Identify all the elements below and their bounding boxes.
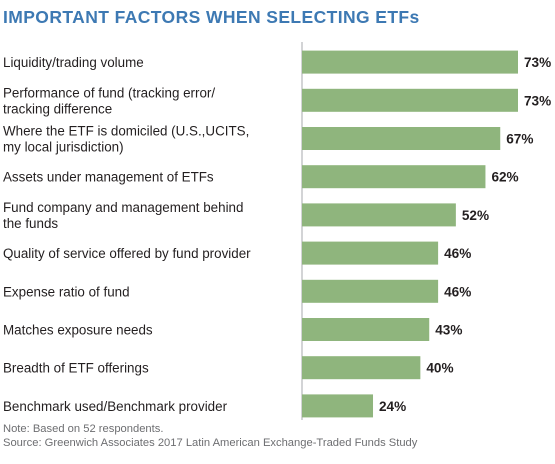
category-label: Assets under management of ETFs <box>3 170 214 185</box>
bar <box>302 394 374 418</box>
category-label: Matches exposure needs <box>3 323 153 338</box>
chart-title: IMPORTANT FACTORS WHEN SELECTING ETFs <box>3 7 420 27</box>
category-label: tracking difference <box>3 101 112 116</box>
bar <box>302 279 439 303</box>
bar <box>302 203 456 227</box>
category-label: Quality of service offered by fund provi… <box>3 246 251 261</box>
category-label: Where the ETF is domiciled (U.S.,UCITS, <box>3 124 249 139</box>
bar-value-label: 52% <box>462 208 489 223</box>
category-label: Fund company and management behind <box>3 200 243 215</box>
bar-value-label: 73% <box>524 93 551 108</box>
bar <box>302 88 518 112</box>
bar-value-label: 73% <box>524 55 551 70</box>
bar <box>302 50 518 74</box>
bars: 73% Liquidity/trading volume 73% Performanc… <box>3 50 551 418</box>
category-label: my local jurisdiction) <box>3 140 124 155</box>
category-label: Performance of fund (tracking error/ <box>3 85 215 100</box>
category-label: Benchmark used/Benchmark provider <box>3 399 228 414</box>
category-label: Liquidity/trading volume <box>3 55 144 70</box>
category-label: the funds <box>3 216 58 231</box>
category-label: Expense ratio of fund <box>3 284 130 299</box>
bar-value-label: 40% <box>426 361 453 376</box>
bar-value-label: 43% <box>435 323 462 338</box>
bar <box>302 356 421 380</box>
bar-value-label: 24% <box>379 399 406 414</box>
bar <box>302 318 430 341</box>
category-label: Breadth of ETF offerings <box>3 361 149 376</box>
bar-value-label: 62% <box>491 170 518 185</box>
bar-value-label: 67% <box>506 132 533 147</box>
chart-source: Source: Greenwich Associates 2017 Latin … <box>3 437 418 449</box>
chart-note: Note: Based on 52 respondents. <box>3 423 164 435</box>
bar-chart: 73% Liquidity/trading volume 73% Performanc… <box>3 42 551 420</box>
bar <box>302 241 439 265</box>
bar <box>302 165 486 189</box>
bar-value-label: 46% <box>444 246 471 261</box>
bar-value-label: 46% <box>444 284 471 299</box>
bar <box>302 127 501 150</box>
